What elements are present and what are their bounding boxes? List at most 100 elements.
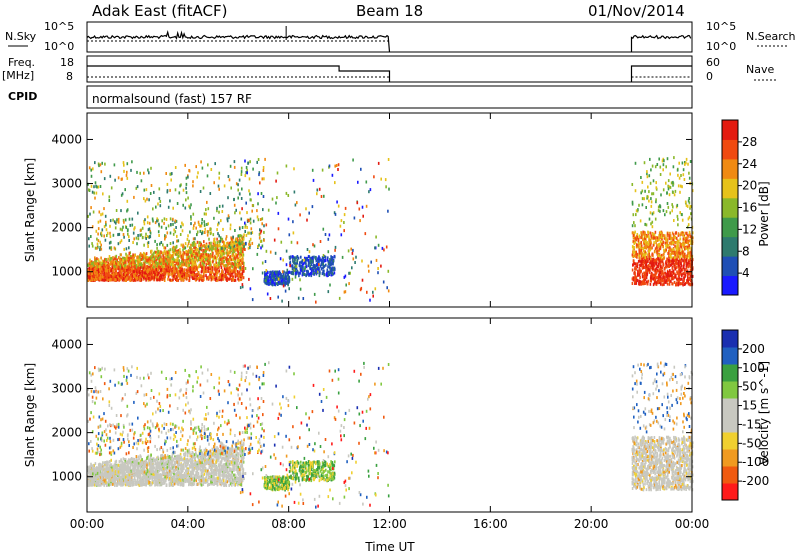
data-cell <box>139 271 142 275</box>
data-cell <box>196 272 198 276</box>
data-cell <box>217 261 219 265</box>
data-cell <box>686 255 688 258</box>
data-cell <box>299 261 301 265</box>
data-cell <box>155 250 157 254</box>
data-cell <box>222 240 224 244</box>
data-cell <box>685 232 688 236</box>
data-cell <box>189 246 191 250</box>
data-cell <box>111 263 114 267</box>
data-cell <box>301 260 303 264</box>
data-cell <box>257 202 259 206</box>
data-cell <box>240 250 243 254</box>
data-cell <box>308 250 311 254</box>
data-cell <box>218 261 221 265</box>
data-cell <box>251 231 254 235</box>
data-cell <box>675 283 677 287</box>
data-cell <box>100 267 103 271</box>
data-cell <box>200 224 203 228</box>
data-cell <box>204 227 206 231</box>
data-cell <box>153 278 155 282</box>
data-cell <box>127 274 129 278</box>
data-cell <box>112 277 115 281</box>
data-cell <box>160 241 163 244</box>
data-cell <box>241 285 244 289</box>
data-cell <box>109 261 112 265</box>
data-cell <box>190 215 192 219</box>
data-cell <box>348 282 350 286</box>
data-cell <box>219 236 222 240</box>
data-cell <box>197 258 200 262</box>
data-cell <box>206 266 208 270</box>
data-cell <box>182 259 184 263</box>
data-cell <box>631 277 634 281</box>
data-cell <box>271 274 274 278</box>
data-cell <box>160 251 162 255</box>
data-cell <box>332 272 335 276</box>
data-cell <box>191 243 194 247</box>
data-cell <box>250 227 253 231</box>
data-cell <box>658 247 661 251</box>
data-cell <box>299 287 302 291</box>
data-cell <box>323 259 326 263</box>
data-cell <box>210 272 212 276</box>
data-cell <box>183 271 185 275</box>
data-cell <box>233 160 236 164</box>
data-cell <box>684 268 686 272</box>
data-cell <box>192 180 194 184</box>
data-cell <box>659 245 662 249</box>
data-cell <box>131 271 134 275</box>
data-cell <box>206 230 209 234</box>
data-cell <box>312 268 314 272</box>
data-cell <box>640 244 643 248</box>
data-cell <box>115 262 118 266</box>
data-cell <box>219 274 222 278</box>
data-cell <box>165 257 167 261</box>
data-cell <box>242 253 245 257</box>
data-cell <box>131 223 134 227</box>
data-cell <box>157 256 160 260</box>
data-cell <box>139 274 142 278</box>
data-cell <box>671 266 674 270</box>
data-cell <box>174 258 177 262</box>
data-cell <box>323 273 325 277</box>
data-cell <box>173 249 176 252</box>
data-cell <box>670 237 672 241</box>
data-cell <box>644 272 647 276</box>
data-cell <box>285 263 288 267</box>
data-cell <box>688 254 690 258</box>
data-cell <box>125 271 128 275</box>
data-cell <box>237 271 240 275</box>
data-cell <box>321 168 324 172</box>
data-cell <box>676 277 678 281</box>
data-cell <box>101 228 104 232</box>
data-cell <box>201 262 204 265</box>
data-cell <box>226 219 229 223</box>
data-cell <box>132 241 134 244</box>
data-cell <box>344 274 347 278</box>
data-cell <box>658 252 661 256</box>
data-cell <box>381 246 384 250</box>
data-cell <box>654 249 656 253</box>
data-cell <box>657 249 659 253</box>
data-cell <box>215 264 218 268</box>
data-cell <box>656 244 658 248</box>
data-cell <box>676 262 679 266</box>
data-cell <box>182 270 184 274</box>
data-cell <box>172 263 174 267</box>
data-cell <box>185 272 188 276</box>
nave-tick-bottom: 0 <box>706 70 713 83</box>
data-cell <box>110 246 113 250</box>
data-cell <box>153 276 155 280</box>
data-cell <box>178 254 181 258</box>
data-cell <box>282 282 285 286</box>
data-cell <box>167 249 170 253</box>
data-cell <box>176 256 179 260</box>
data-cell <box>207 261 209 265</box>
data-cell <box>226 248 228 252</box>
data-cell <box>638 282 640 285</box>
data-cell <box>134 264 136 268</box>
data-cell <box>207 222 209 226</box>
data-cell <box>128 251 131 255</box>
data-cell <box>110 260 113 264</box>
data-cell <box>97 220 100 224</box>
